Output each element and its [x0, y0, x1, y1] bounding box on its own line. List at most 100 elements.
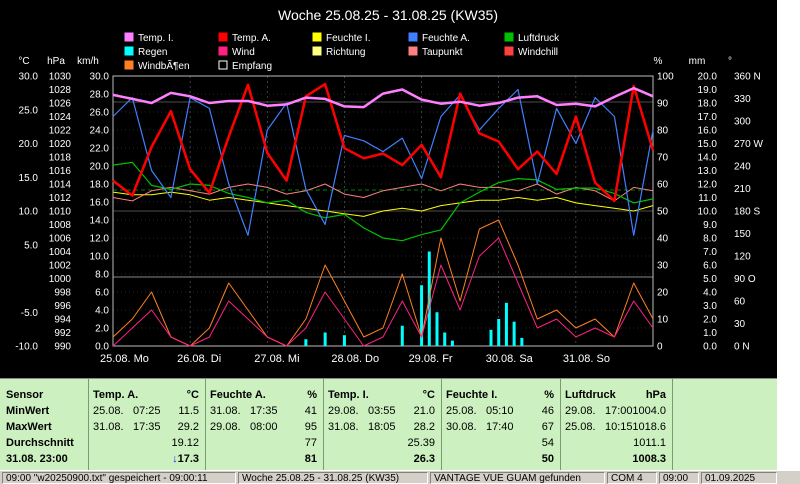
stats-max-time: 10:15 [605, 421, 633, 433]
stats-min-val: 41 [304, 405, 317, 417]
stats-avg: 77 [304, 437, 317, 449]
tick-label: 90 [657, 99, 669, 110]
tick-label: 180 S [734, 207, 760, 218]
rain-bar [489, 329, 493, 346]
stats-min-val: 21.0 [413, 405, 435, 417]
weather-chart: Woche 25.08.25 - 31.08.25 (KW35) Temp. I.… [15, 7, 763, 365]
stats-now: 17.3 [177, 453, 199, 465]
tick-label: 0.0 [95, 342, 109, 353]
stats-avg: 1011.1 [633, 437, 666, 449]
tick-label: 16.0 [90, 198, 110, 209]
tick-label: 990 [54, 342, 71, 353]
x-tick-label: 30.08. Sa [486, 353, 534, 365]
stats-min-date: 31.08. [210, 405, 241, 417]
x-tick-label: 25.08. Mo [100, 353, 149, 365]
legend-label: Temp. I. [138, 33, 174, 44]
x-tick-label: 26.08. Di [177, 353, 221, 365]
tick-label: 992 [54, 328, 71, 339]
legend-label: Empfang [232, 61, 272, 72]
tick-label: 11.0 [698, 193, 717, 204]
stats-min-date: 25.08. [93, 405, 124, 417]
stats-max-time: 17:40 [486, 421, 514, 433]
legend-label: Wind [232, 47, 255, 58]
tick-label: 5.0 [703, 274, 717, 285]
series-line-feuchte-i- [112, 191, 654, 217]
legend-label: WindbÃ¶en [138, 59, 190, 72]
tick-label: 18.0 [90, 180, 110, 191]
stats-min-time: 05:10 [486, 405, 514, 417]
stats-avg: 19.12 [171, 437, 199, 449]
stats-unit: °C [422, 389, 435, 401]
stats-name: Feuchte A. [210, 389, 266, 401]
tick-label: 50 [657, 207, 669, 218]
tick-label: 4.0 [703, 288, 717, 299]
legend-swatch [218, 46, 228, 56]
tick-label: 40 [657, 234, 669, 245]
chart-title: Woche 25.08.25 - 31.08.25 (KW35) [278, 7, 498, 23]
stats-min-label: MinWert [6, 405, 50, 417]
status-bar: 09:00 "w20250900.txt" gespeichert - 09:0… [0, 470, 800, 484]
stats-max-val: 29.2 [177, 421, 199, 433]
stats-column: Temp. A. °C 25.08. 07:25 11.5 31.08. 17:35 29.2… [88, 379, 206, 471]
rain-bar [520, 337, 524, 346]
rain-bar [435, 312, 439, 346]
tick-label: 8.0 [703, 234, 717, 245]
tick-label: 10.0 [698, 207, 718, 218]
axis-unit: °C [18, 56, 29, 67]
chart-panel: Woche 25.08.25 - 31.08.25 (KW35) Temp. I.… [0, 0, 777, 378]
tick-label: 30.0 [19, 72, 39, 83]
tick-label: 22.0 [90, 144, 110, 155]
legend-swatch [124, 46, 134, 56]
rain-bar [400, 325, 404, 346]
tick-label: -10.0 [15, 342, 38, 353]
stats-max-date: 25.08. [565, 421, 596, 433]
stats-max-date: 31.08. [93, 421, 124, 433]
tick-label: 20.0 [19, 139, 39, 150]
tick-label: 998 [54, 288, 71, 299]
stats-min-time: 03:55 [368, 405, 396, 417]
legend-label: Taupunkt [422, 47, 463, 58]
tick-label: 19.0 [698, 85, 718, 96]
tick-label: 18.0 [698, 99, 718, 110]
tick-label: 1000 [49, 274, 72, 285]
stats-min-time: 17:35 [250, 405, 278, 417]
tick-label: 30 [657, 261, 669, 272]
legend-swatch [408, 46, 418, 56]
stats-column: Feuchte A.% 31.08. 17:35 41 29.08. 08:00 95 77 8… [205, 379, 324, 471]
tick-label: 210 [734, 184, 751, 195]
stats-min-date: 29.08. [565, 405, 596, 417]
axis-unit: % [654, 56, 663, 67]
tick-label: 1016 [49, 166, 72, 177]
status-date: 01.09.2025 [701, 472, 777, 484]
tick-label: 100 [657, 72, 674, 83]
tick-label: 26.0 [90, 108, 110, 119]
stats-column: Luftdruck hPa 29.08. 17:00 1004.0 25.08. 10:15… [560, 379, 673, 471]
legend-label: Luftdruck [518, 33, 560, 44]
plot-frame [112, 75, 654, 347]
stats-max-time: 08:00 [250, 421, 278, 433]
stats-unit: % [307, 389, 317, 401]
tick-label: 6.0 [703, 261, 717, 272]
status-time: 09:00 [659, 472, 699, 484]
tick-label: 1020 [49, 139, 72, 150]
tick-label: 12.0 [698, 180, 718, 191]
series-line-temp-a- [112, 82, 655, 203]
tick-label: 80 [657, 126, 669, 137]
axis-unit: hPa [47, 56, 65, 67]
stats-now: 50 [541, 453, 554, 465]
tick-label: 24.0 [90, 126, 110, 137]
rain-bar [342, 335, 346, 346]
legend-label: Richtung [326, 47, 365, 58]
legend-label: Regen [138, 47, 167, 58]
rain-bar [450, 340, 454, 346]
tick-label: 6.0 [95, 288, 109, 299]
tick-label: 60 [657, 180, 669, 191]
trend-arrow-icon: ↓ [172, 453, 178, 465]
stats-max-val: 95 [304, 421, 317, 433]
axis-unit: ° [728, 56, 732, 67]
legend-label: Feuchte I. [326, 33, 370, 44]
tick-label: 60 [734, 297, 746, 308]
tick-label: 1018 [49, 153, 72, 164]
tick-label: 270 W [734, 139, 763, 150]
stats-max-date: 31.08. [328, 421, 359, 433]
